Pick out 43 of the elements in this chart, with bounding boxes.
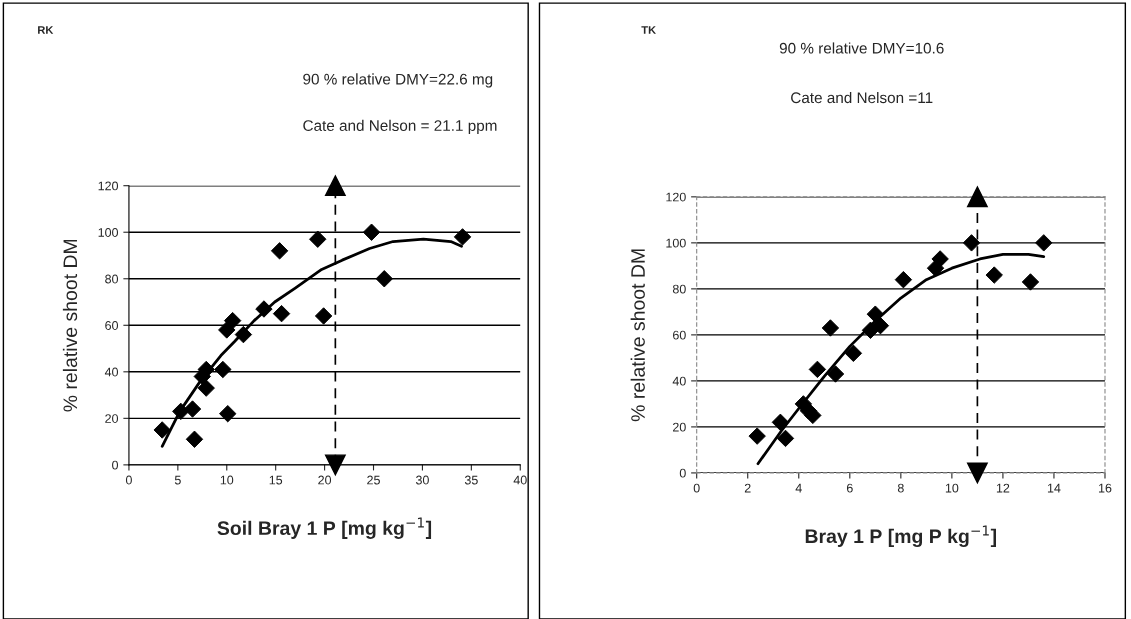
y-tick-label: 100 — [98, 228, 119, 237]
y-tick-label: 80 — [105, 274, 119, 284]
x-tick-label: 0 — [125, 475, 132, 485]
point — [234, 325, 253, 344]
x-tick-label: 15 — [269, 475, 283, 485]
y-tick-label: 100 — [666, 238, 686, 248]
chart-title: RK — [38, 26, 54, 34]
y-tick-label: 80 — [672, 284, 686, 294]
x-tick-label: 12 — [996, 483, 1010, 493]
text: 90 % relative DMY=10.6 — [779, 42, 944, 54]
y-tick-label: 40 — [104, 367, 119, 377]
x-tick-label: 0 — [693, 483, 700, 493]
x-tick-label: 6 — [846, 483, 853, 493]
y-tick-label: 0 — [112, 460, 119, 470]
x-tick-label: 35 — [464, 475, 478, 485]
x-tick-label: 10 — [220, 475, 234, 485]
text: Cate and Nelson =11 — [791, 91, 933, 104]
x-tick-label: 25 — [367, 475, 380, 485]
y-axis-title: % relative shoot DM — [630, 249, 645, 422]
y-tick-label: 20 — [673, 422, 686, 432]
x-axis-title: Bray 1 P [mg P kg$^{−1}$] — [805, 525, 996, 548]
y-tick-label: 0 — [679, 468, 686, 478]
y-tick-label: 120 — [666, 192, 686, 202]
x-tick-label: 10 — [945, 483, 959, 493]
x-tick-label: 16 — [1098, 483, 1112, 493]
x-tick-label: 5 — [174, 475, 181, 485]
y-tick-label: 20 — [105, 414, 119, 423]
x-tick-label: 8 — [897, 483, 904, 493]
y-axis-title: % relative shoot DM — [62, 239, 78, 412]
x-tick-label: 30 — [415, 475, 429, 485]
y-tick-label: 40 — [672, 376, 686, 386]
x-tick-label: 14 — [1047, 483, 1061, 493]
text: Cate and Nelson = 21.1 ppm — [303, 119, 497, 135]
x-tick-label: 4 — [795, 483, 802, 493]
y-tick-label: 60 — [673, 330, 686, 340]
y-tick-label: 120 — [98, 181, 119, 191]
x-tick-label: 40 — [513, 475, 527, 485]
text: 90 % relative DMY=22.6 mg — [303, 73, 493, 88]
x-tick-label: 2 — [744, 483, 751, 493]
y-tick-label: 60 — [105, 321, 119, 330]
x-tick-label: 20 — [318, 475, 332, 485]
x-axis-title: Soil Bray 1 P [mg kg$^{−1}$] — [217, 517, 432, 539]
chart-title: TK — [641, 26, 656, 34]
